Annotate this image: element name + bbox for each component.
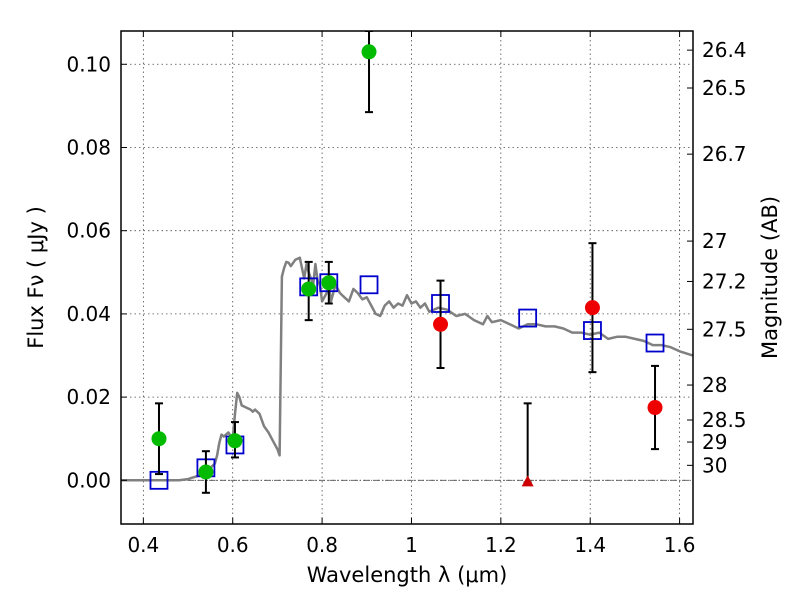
photometry-point bbox=[227, 433, 243, 449]
plot-frame bbox=[120, 30, 694, 525]
x-tick-label: 1.4 bbox=[574, 533, 606, 557]
y-axis-label: Flux Fν ( μJy ) bbox=[24, 206, 48, 349]
y2-tick-label: 27.5 bbox=[702, 317, 747, 341]
y2-axis-label: Magnitude (AB) bbox=[758, 196, 782, 359]
y2-tick-label: 28 bbox=[702, 373, 727, 397]
photometry-point bbox=[151, 431, 167, 447]
y2-tick-label: 26.5 bbox=[702, 76, 747, 100]
y2-tick-label: 26.7 bbox=[702, 142, 747, 166]
x-axis-label: Wavelength λ (μm) bbox=[307, 563, 508, 587]
model-photometry-square bbox=[518, 308, 538, 328]
x-tick-label: 0.6 bbox=[217, 533, 249, 557]
upper-limit-triangle bbox=[521, 475, 534, 487]
y-tick-label: 0.04 bbox=[66, 302, 111, 326]
x-tick-label: 0.4 bbox=[127, 533, 159, 557]
y-tick-label: 0.02 bbox=[66, 385, 111, 409]
y2-tick-label: 26.4 bbox=[702, 38, 747, 62]
model-photometry-square bbox=[359, 275, 379, 295]
y-tick-label: 0.06 bbox=[66, 219, 111, 243]
model-photometry-square bbox=[645, 333, 665, 353]
x-tick-label: 1.6 bbox=[664, 533, 696, 557]
y2-tick-label: 30 bbox=[702, 453, 727, 477]
x-tick-label: 1 bbox=[405, 533, 418, 557]
photometry-point bbox=[361, 44, 377, 60]
photometry-point bbox=[584, 300, 600, 316]
x-tick-label: 0.8 bbox=[306, 533, 338, 557]
grid bbox=[121, 31, 693, 524]
y2-tick-label: 29 bbox=[702, 430, 727, 454]
x-tick-label: 1.2 bbox=[485, 533, 517, 557]
y-tick-label: 0.10 bbox=[66, 52, 111, 76]
photometry-point bbox=[198, 464, 214, 480]
y-tick-label: 0.08 bbox=[66, 135, 111, 159]
y2-tick-label: 27.2 bbox=[702, 269, 747, 293]
photometry-point bbox=[433, 316, 449, 332]
y2-tick-label: 28.5 bbox=[702, 408, 747, 432]
photometry-point bbox=[321, 275, 337, 291]
photometry-point bbox=[301, 281, 317, 297]
sed-model-line bbox=[121, 256, 693, 482]
photometry-point bbox=[647, 400, 663, 416]
y2-tick-label: 27 bbox=[702, 229, 727, 253]
axis-ticks: 0.4 0.6 0.8 1 1.2 1.4 1.6 0.00 0.02 0.04 0.06 0.08 0… bbox=[66, 31, 747, 557]
plot-area bbox=[121, 31, 693, 494]
y-tick-label: 0.00 bbox=[66, 468, 111, 492]
